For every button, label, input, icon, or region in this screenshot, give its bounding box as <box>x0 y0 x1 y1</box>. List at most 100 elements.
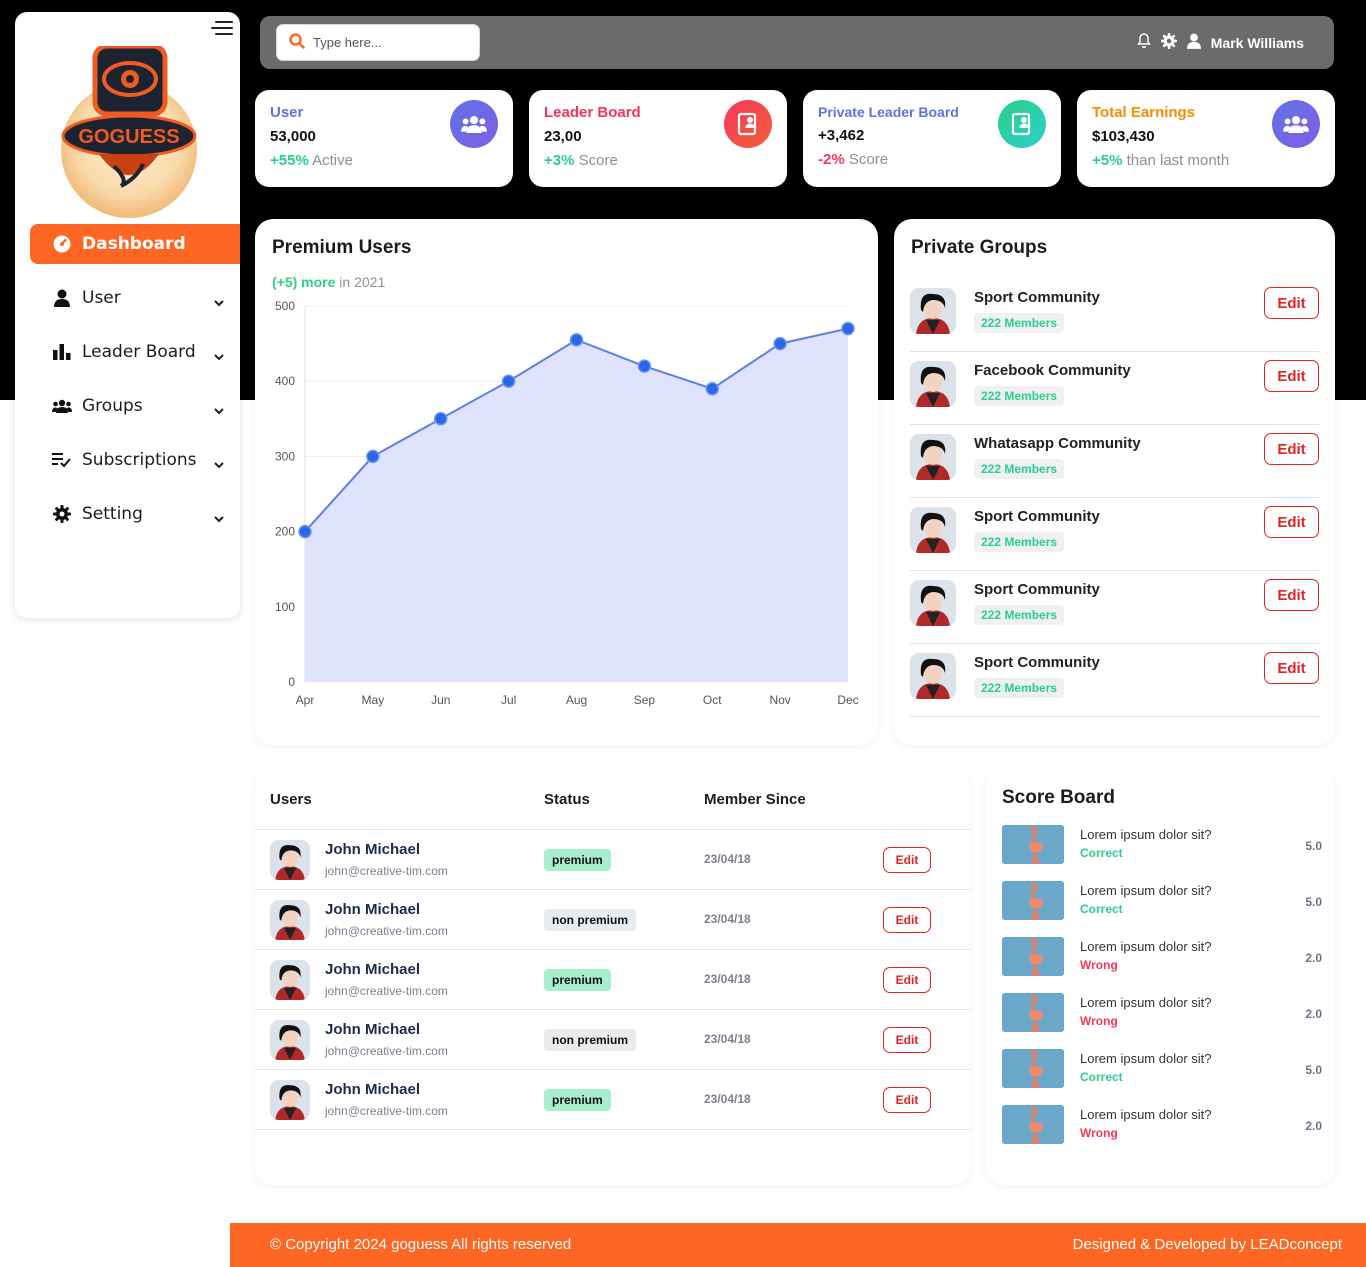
stat-title: Total Earnings <box>1092 104 1196 121</box>
edit-button[interactable]: Edit <box>883 1087 931 1113</box>
chevron-down-icon[interactable] <box>214 292 224 312</box>
search-box[interactable] <box>276 24 480 61</box>
stat-title: User <box>270 104 304 121</box>
edit-button[interactable]: Edit <box>1264 652 1319 684</box>
y-tick-label: 0 <box>288 675 295 689</box>
group-name: Facebook Community <box>974 362 1131 379</box>
hamburger-menu-icon[interactable] <box>210 18 234 38</box>
edit-button[interactable]: Edit <box>1264 433 1319 465</box>
private-groups-panel: Private Groups Sport Community 222 Membe… <box>894 219 1335 745</box>
panel-title: Score Board <box>1002 787 1115 808</box>
group-icon <box>52 396 72 416</box>
edit-button[interactable]: Edit <box>883 907 931 933</box>
user-avatar <box>270 1080 310 1120</box>
score-result: Wrong <box>1080 958 1118 972</box>
sidebar-item-leader-board[interactable]: Leader Board <box>30 332 240 372</box>
member-since-date: 23/04/18 <box>704 1092 751 1106</box>
sidebar-item-dashboard[interactable]: Dashboard <box>30 224 240 264</box>
score-question: Lorem ipsum dolor sit? <box>1080 883 1212 898</box>
data-point <box>501 374 516 388</box>
edit-button[interactable]: Edit <box>883 847 931 873</box>
user-name: John Michael <box>325 901 421 918</box>
stat-delta: +3% <box>544 152 575 169</box>
sidebar-item-label: Dashboard <box>82 234 186 254</box>
gear-icon[interactable] <box>1160 32 1177 53</box>
sidebar-item-user[interactable]: User <box>30 278 240 318</box>
group-name: Sport Community <box>974 654 1100 671</box>
chart-subtitle-delta: (+5) more <box>272 274 336 290</box>
sidebar-item-setting[interactable]: Setting <box>30 494 240 534</box>
edit-button[interactable]: Edit <box>1264 360 1319 392</box>
stat-delta: -2% <box>818 151 845 168</box>
data-point <box>637 359 652 373</box>
group-item: Sport Community 222 Members Edit <box>910 571 1319 644</box>
edit-button[interactable]: Edit <box>1264 287 1319 319</box>
user-email: john@creative-tim.com <box>325 924 448 938</box>
stat-suffix: than last month <box>1122 152 1230 169</box>
chevron-down-icon[interactable] <box>214 454 224 474</box>
chevron-down-icon[interactable] <box>214 508 224 528</box>
sidebar-item-label: Groups <box>82 396 143 416</box>
group-name: Sport Community <box>974 508 1100 525</box>
flamingo-thumbnail <box>1002 881 1064 920</box>
premium-users-panel: Premium Users (+5) more in 2021 0 100 200 3… <box>255 219 878 745</box>
score-result: Correct <box>1080 902 1123 916</box>
svg-text:GOGUESS: GOGUESS <box>78 126 179 148</box>
credit-text[interactable]: Designed & Developed by LEADconcept <box>1072 1236 1342 1253</box>
stat-footer: +55% Active <box>270 152 498 169</box>
table-row: John Michael john@creative-tim.com premi… <box>255 830 970 890</box>
stat-suffix: Score <box>574 152 618 169</box>
bar-chart-icon <box>52 342 72 362</box>
user-name: John Michael <box>325 1081 421 1098</box>
sidebar-item-label: User <box>82 288 121 308</box>
edit-button[interactable]: Edit <box>883 1027 931 1053</box>
stat-suffix: Score <box>844 151 889 168</box>
edit-button[interactable]: Edit <box>1264 506 1319 538</box>
group-name: Sport Community <box>974 289 1100 306</box>
flamingo-thumbnail <box>1002 825 1064 864</box>
sidebar-item-label: Subscriptions <box>82 450 197 470</box>
user-icon[interactable] <box>1186 33 1201 53</box>
user-name: John Michael <box>325 1021 421 1038</box>
user-email: john@creative-tim.com <box>325 864 448 878</box>
group-members-badge: 222 Members <box>974 459 1065 479</box>
sidebar-item-groups[interactable]: Groups <box>30 386 240 426</box>
bell-icon[interactable] <box>1136 33 1151 52</box>
user-avatar <box>270 960 310 1000</box>
gauge-icon <box>52 234 72 254</box>
group-avatar <box>910 507 956 553</box>
stat-footer: +3% Score <box>544 152 772 169</box>
x-tick-label: Jul <box>501 693 516 707</box>
checklist-icon <box>52 450 72 470</box>
table-header: Users Status Member Since <box>255 769 970 830</box>
header-user-name[interactable]: Mark Williams <box>1210 34 1304 51</box>
edit-button[interactable]: Edit <box>1264 579 1319 611</box>
score-question: Lorem ipsum dolor sit? <box>1080 939 1212 954</box>
column-header-member-since: Member Since <box>704 791 806 808</box>
score-value: 5.0 <box>1305 839 1322 853</box>
sidebar-nav: Dashboard User Leader Board Groups <box>30 224 240 548</box>
data-point <box>366 449 380 464</box>
status-badge: non premium <box>544 1029 637 1051</box>
series-area <box>305 328 848 682</box>
chevron-down-icon[interactable] <box>214 400 224 420</box>
table-row: John Michael john@creative-tim.com premi… <box>255 950 970 1010</box>
score-question: Lorem ipsum dolor sit? <box>1080 995 1212 1010</box>
score-result: Correct <box>1080 1070 1123 1084</box>
score-item: Lorem ipsum dolor sit? Correct 5.0 <box>1002 825 1322 881</box>
x-tick-label: Sep <box>634 693 656 707</box>
search-input[interactable] <box>313 35 473 50</box>
chevron-down-icon[interactable] <box>214 346 224 366</box>
score-value: 5.0 <box>1305 895 1322 909</box>
group-item: Sport Community 222 Members Edit <box>910 644 1319 717</box>
sidebar-item-subscriptions[interactable]: Subscriptions <box>30 440 240 480</box>
data-point <box>773 336 787 351</box>
x-tick-label: Jun <box>431 693 450 707</box>
edit-button[interactable]: Edit <box>883 967 931 993</box>
stat-footer: +5% than last month <box>1092 152 1320 169</box>
users-table-panel: Users Status Member Since John Michael j… <box>255 769 970 1185</box>
x-tick-label: Nov <box>769 693 790 707</box>
stat-card-private-leader-board: Private Leader Board +3,462 -2% Score <box>803 90 1061 187</box>
group-members-badge: 222 Members <box>974 386 1065 406</box>
goguess-logo: GOGUESS <box>59 43 199 222</box>
